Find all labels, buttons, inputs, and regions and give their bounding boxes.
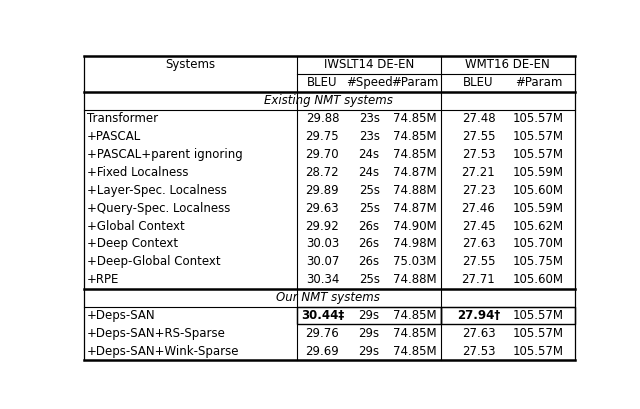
Text: 105.60M: 105.60M (513, 273, 564, 286)
Text: 105.57M: 105.57M (513, 345, 564, 358)
Text: +Deep Context: +Deep Context (87, 237, 178, 250)
Text: 74.85M: 74.85M (393, 148, 436, 161)
Text: 29.88: 29.88 (306, 112, 339, 125)
Text: 27.48: 27.48 (461, 112, 495, 125)
Text: 27.55: 27.55 (461, 255, 495, 268)
Text: 23s: 23s (358, 112, 380, 125)
Text: 25s: 25s (358, 202, 380, 215)
Text: 27.94†: 27.94† (457, 309, 500, 322)
Text: 24s: 24s (358, 166, 380, 179)
Text: 29.89: 29.89 (306, 184, 339, 197)
Text: 74.88M: 74.88M (393, 273, 436, 286)
Text: 27.53: 27.53 (461, 148, 495, 161)
Text: 29.76: 29.76 (305, 327, 339, 340)
Text: +Global Context: +Global Context (87, 220, 185, 232)
Text: 105.57M: 105.57M (513, 309, 564, 322)
Text: 27.63: 27.63 (461, 237, 495, 250)
Bar (297, 306, 441, 324)
Text: 105.57M: 105.57M (513, 148, 564, 161)
Text: +Query-Spec. Localness: +Query-Spec. Localness (87, 202, 230, 215)
Text: 105.62M: 105.62M (513, 220, 564, 232)
Text: 27.63: 27.63 (461, 327, 495, 340)
Text: 105.60M: 105.60M (513, 184, 564, 197)
Text: 74.85M: 74.85M (393, 345, 436, 358)
Text: 29.92: 29.92 (305, 220, 339, 232)
Text: 27.71: 27.71 (461, 273, 495, 286)
Text: 74.98M: 74.98M (392, 237, 436, 250)
Text: +Deps-SAN+RS-Sparse: +Deps-SAN+RS-Sparse (87, 327, 226, 340)
Text: +Layer-Spec. Localness: +Layer-Spec. Localness (87, 184, 227, 197)
Bar (441, 306, 575, 324)
Text: +RPE: +RPE (87, 273, 119, 286)
Text: Transformer: Transformer (87, 112, 158, 125)
Text: 27.21: 27.21 (461, 166, 495, 179)
Text: 105.59M: 105.59M (513, 202, 564, 215)
Text: 30.07: 30.07 (306, 255, 339, 268)
Text: 105.70M: 105.70M (513, 237, 564, 250)
Text: 29.75: 29.75 (306, 130, 339, 143)
Text: 74.88M: 74.88M (393, 184, 436, 197)
Text: 74.85M: 74.85M (393, 112, 436, 125)
Text: +Deps-SAN: +Deps-SAN (87, 309, 156, 322)
Text: 27.55: 27.55 (461, 130, 495, 143)
Text: 29s: 29s (358, 327, 380, 340)
Text: 105.57M: 105.57M (513, 112, 564, 125)
Text: 74.85M: 74.85M (393, 130, 436, 143)
Text: #Param: #Param (515, 76, 562, 89)
Text: 74.90M: 74.90M (392, 220, 436, 232)
Text: 105.75M: 105.75M (513, 255, 564, 268)
Text: 29s: 29s (358, 309, 380, 322)
Text: Our NMT systems: Our NMT systems (276, 291, 380, 304)
Text: 24s: 24s (358, 148, 380, 161)
Text: 29.69: 29.69 (305, 345, 339, 358)
Text: #Speed: #Speed (346, 76, 392, 89)
Text: 74.85M: 74.85M (393, 309, 436, 322)
Text: +PASCAL+parent ignoring: +PASCAL+parent ignoring (87, 148, 243, 161)
Text: 74.87M: 74.87M (392, 166, 436, 179)
Text: +Deep-Global Context: +Deep-Global Context (87, 255, 221, 268)
Text: 74.85M: 74.85M (393, 327, 436, 340)
Text: #Param: #Param (391, 76, 438, 89)
Text: 25s: 25s (358, 273, 380, 286)
Text: 28.72: 28.72 (306, 166, 339, 179)
Text: +PASCAL: +PASCAL (87, 130, 141, 143)
Text: +Fixed Localness: +Fixed Localness (87, 166, 188, 179)
Text: 27.23: 27.23 (461, 184, 495, 197)
Text: 75.03M: 75.03M (393, 255, 436, 268)
Text: 26s: 26s (358, 220, 380, 232)
Text: 27.53: 27.53 (461, 345, 495, 358)
Text: +Deps-SAN+Wink-Sparse: +Deps-SAN+Wink-Sparse (87, 345, 239, 358)
Text: 27.45: 27.45 (461, 220, 495, 232)
Text: IWSLT14 DE-EN: IWSLT14 DE-EN (324, 58, 414, 72)
Text: BLEU: BLEU (307, 76, 338, 89)
Text: 29.70: 29.70 (306, 148, 339, 161)
Text: 105.57M: 105.57M (513, 327, 564, 340)
Text: 30.34: 30.34 (306, 273, 339, 286)
Text: 27.46: 27.46 (461, 202, 495, 215)
Text: 74.87M: 74.87M (392, 202, 436, 215)
Text: 30.03: 30.03 (306, 237, 339, 250)
Text: 26s: 26s (358, 237, 380, 250)
Text: 29.63: 29.63 (306, 202, 339, 215)
Text: 23s: 23s (358, 130, 380, 143)
Text: Systems: Systems (166, 58, 216, 72)
Text: 30.44‡: 30.44‡ (301, 309, 344, 322)
Text: 105.57M: 105.57M (513, 130, 564, 143)
Text: BLEU: BLEU (463, 76, 493, 89)
Text: 105.59M: 105.59M (513, 166, 564, 179)
Text: 26s: 26s (358, 255, 380, 268)
Text: 25s: 25s (358, 184, 380, 197)
Text: Existing NMT systems: Existing NMT systems (264, 94, 392, 107)
Text: 29s: 29s (358, 345, 380, 358)
Text: WMT16 DE-EN: WMT16 DE-EN (465, 58, 550, 72)
